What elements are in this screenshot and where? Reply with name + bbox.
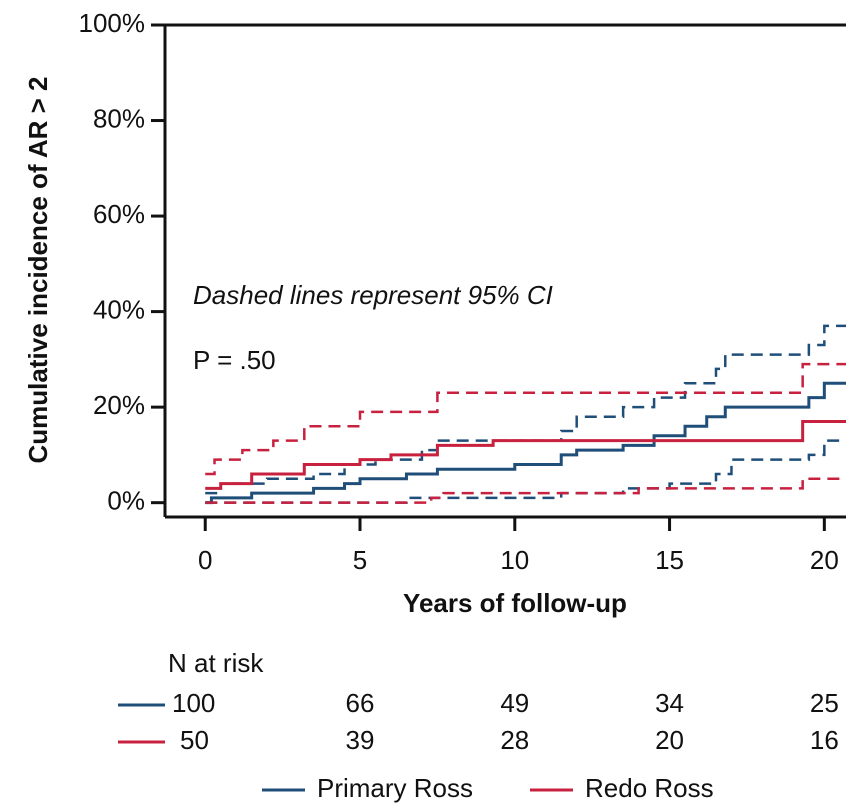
x-tick-label: 20 <box>810 545 839 575</box>
y-tick-label: 60% <box>93 199 145 229</box>
y-tick-label: 20% <box>93 390 145 420</box>
risk-count: 66 <box>346 688 375 718</box>
ci-line <box>205 324 846 495</box>
x-axis-label: Years of follow-up <box>403 588 627 618</box>
y-axis-label: Cumulative incidence of AR > 2 <box>23 77 53 464</box>
annotation: Dashed lines represent 95% CI <box>193 280 553 310</box>
risk-count: 39 <box>346 725 375 755</box>
y-tick-label: 80% <box>93 103 145 133</box>
y-tick-label: 40% <box>93 294 145 324</box>
risk-count: 28 <box>500 725 529 755</box>
survival-line <box>205 419 846 490</box>
risk-count: 16 <box>810 725 839 755</box>
risk-count: 34 <box>655 688 684 718</box>
y-tick-label: 0% <box>107 486 145 516</box>
risk-count: 49 <box>500 688 529 718</box>
x-tick-label: 0 <box>198 545 212 575</box>
x-tick-label: 10 <box>500 545 529 575</box>
ci-line <box>205 439 846 504</box>
y-tick-label: 100% <box>79 8 146 38</box>
x-tick-label: 5 <box>353 545 367 575</box>
legend-label: Redo Ross <box>585 773 714 803</box>
x-tick-label: 15 <box>655 545 684 575</box>
risk-count: 20 <box>655 725 684 755</box>
risk-count: 50 <box>180 725 209 755</box>
risk-count: 100 <box>172 688 215 718</box>
survival-line <box>205 381 846 505</box>
annotation: P = .50 <box>193 345 276 375</box>
ci-line <box>205 477 846 504</box>
risk-count: 25 <box>810 688 839 718</box>
legend-label: Primary Ross <box>317 773 473 803</box>
ci-line <box>205 362 846 476</box>
risk-table-title: N at risk <box>168 648 264 678</box>
